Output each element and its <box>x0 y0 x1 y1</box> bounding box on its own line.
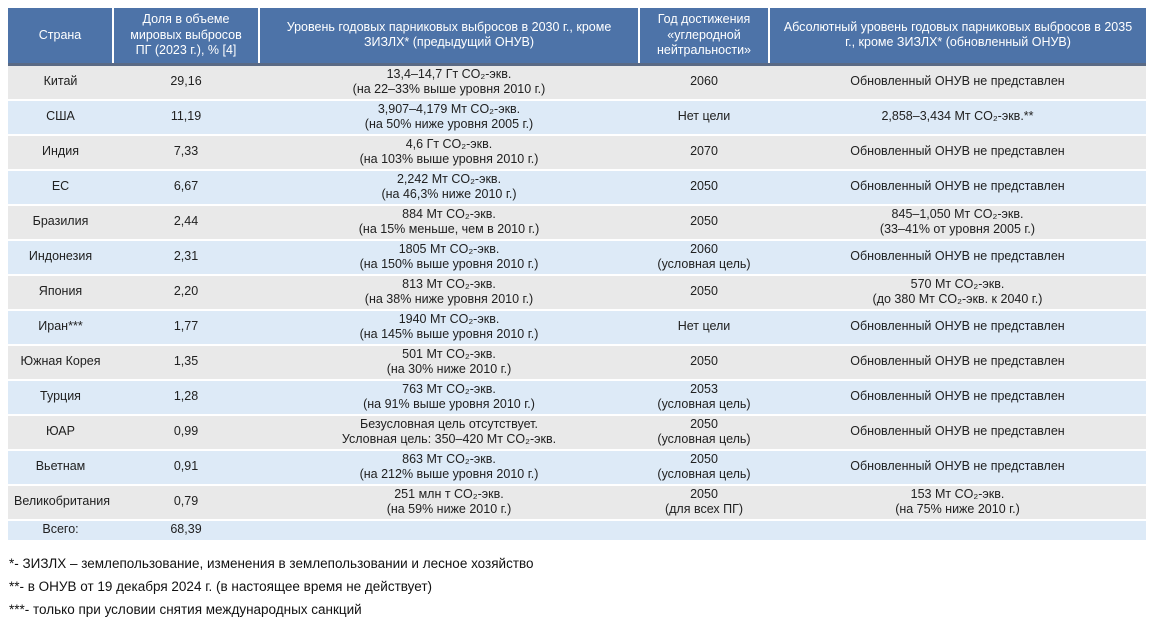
level-2030-cell: 2,242 Мт CO₂-экв. (на 46,3% ниже 2010 г.… <box>259 169 639 206</box>
footnote-sanctions: ***- только при условии снятия междунаро… <box>9 601 362 617</box>
share-cell: 6,67 <box>113 169 259 206</box>
share-cell: 0,91 <box>113 449 259 486</box>
level-2035-cell: Обновленный ОНУВ не представлен <box>769 64 1146 101</box>
table-row: Турция 1,28 763 Мт CO₂-экв. (на 91% выше… <box>8 379 1146 416</box>
level-2030-cell: 501 Мт CO₂-экв. (на 30% ниже 2010 г.) <box>259 344 639 381</box>
level-2030-cell: 1940 Мт CO₂-экв. (на 145% выше уровня 20… <box>259 309 639 346</box>
neutrality-year-cell: Нет цели <box>639 309 769 346</box>
neutrality-year-cell: 2050 (условная цель) <box>639 449 769 486</box>
level-2030-cell: 251 млн т CO₂-экв. (на 59% ниже 2010 г.) <box>259 484 639 521</box>
country-cell: Турция <box>8 379 113 416</box>
level-2030-cell: 3,907–4,179 Мт CO₂-экв. (на 50% ниже уро… <box>259 99 639 136</box>
country-cell: Южная Корея <box>8 344 113 381</box>
share-cell: 11,19 <box>113 99 259 136</box>
share-cell: 1,77 <box>113 309 259 346</box>
total-share-cell: 68,39 <box>113 519 259 542</box>
table-row: Индонезия 2,31 1805 Мт CO₂-экв. (на 150%… <box>8 239 1146 276</box>
country-cell: Великобритания <box>8 484 113 521</box>
country-cell: ЕС <box>8 169 113 206</box>
country-cell: Китай <box>8 64 113 101</box>
neutrality-year-cell: 2060 (условная цель) <box>639 239 769 276</box>
level-2035-cell: 845–1,050 Мт CO₂-экв. (33–41% от уровня … <box>769 204 1146 241</box>
neutrality-year-cell: 2070 <box>639 134 769 171</box>
neutrality-year-cell: 2050 <box>639 274 769 311</box>
level-2035-cell: Обновленный ОНУВ не представлен <box>769 344 1146 381</box>
emissions-table: Страна Доля в объеме мировых выбросов ПГ… <box>8 8 1146 542</box>
neutrality-year-cell: 2050 <box>639 204 769 241</box>
footnotes: *- ЗИЗЛХ – землепользование, изменения в… <box>8 556 1146 617</box>
level-2035-cell: Обновленный ОНУВ не представлен <box>769 414 1146 451</box>
level-2030-cell: 813 Мт CO₂-экв. (на 38% ниже уровня 2010… <box>259 274 639 311</box>
level-2035-cell: 153 Мт CO₂-экв. (на 75% ниже 2010 г.) <box>769 484 1146 521</box>
header-level-2030: Уровень годовых парниковых выбросов в 20… <box>259 8 640 66</box>
table-row: Япония 2,20 813 Мт CO₂-экв. (на 38% ниже… <box>8 274 1146 311</box>
share-cell: 0,99 <box>113 414 259 451</box>
country-cell: Иран*** <box>8 309 113 346</box>
neutrality-year-cell: 2053 (условная цель) <box>639 379 769 416</box>
neutrality-year-cell: 2050 (для всех ПГ) <box>639 484 769 521</box>
total-label-cell: Всего: <box>8 519 113 542</box>
table-row: ЮАР 0,99 Безусловная цель отсутствует. У… <box>8 414 1146 451</box>
table-row: Великобритания 0,79 251 млн т CO₂-экв. (… <box>8 484 1146 521</box>
header-country: Страна <box>8 8 114 66</box>
country-cell: Япония <box>8 274 113 311</box>
level-2035-cell: 2,858–3,434 Мт CO₂-экв.** <box>769 99 1146 136</box>
share-cell: 7,33 <box>113 134 259 171</box>
table-body: Китай 29,16 13,4–14,7 Гт CO₂-экв. (на 22… <box>8 64 1146 542</box>
share-cell: 29,16 <box>113 64 259 101</box>
level-2030-cell: 763 Мт CO₂-экв. (на 91% выше уровня 2010… <box>259 379 639 416</box>
neutrality-year-cell: Нет цели <box>639 99 769 136</box>
table-header: Страна Доля в объеме мировых выбросов ПГ… <box>8 8 1146 66</box>
country-cell: США <box>8 99 113 136</box>
table-row: Китай 29,16 13,4–14,7 Гт CO₂-экв. (на 22… <box>8 64 1146 101</box>
neutrality-year-cell: 2060 <box>639 64 769 101</box>
neutrality-year-cell: 2050 <box>639 169 769 206</box>
neutrality-year-cell: 2050 (условная цель) <box>639 414 769 451</box>
level-2035-cell: Обновленный ОНУВ не представлен <box>769 134 1146 171</box>
share-cell: 1,35 <box>113 344 259 381</box>
level-2035-cell: 570 Мт CO₂-экв. (до 380 Мт CO₂-экв. к 20… <box>769 274 1146 311</box>
table-row: США 11,19 3,907–4,179 Мт CO₂-экв. (на 50… <box>8 99 1146 136</box>
level-2030-cell: 1805 Мт CO₂-экв. (на 150% выше уровня 20… <box>259 239 639 276</box>
level-2030-cell: 863 Мт CO₂-экв. (на 212% выше уровня 201… <box>259 449 639 486</box>
country-cell: Вьетнам <box>8 449 113 486</box>
header-row: Страна Доля в объеме мировых выбросов ПГ… <box>8 8 1146 66</box>
header-level-2035: Абсолютный уровень годовых парниковых вы… <box>769 8 1146 66</box>
share-cell: 1,28 <box>113 379 259 416</box>
country-cell: Индия <box>8 134 113 171</box>
total-empty-cell <box>639 519 769 542</box>
level-2035-cell: Обновленный ОНУВ не представлен <box>769 449 1146 486</box>
table-row: ЕС 6,67 2,242 Мт CO₂-экв. (на 46,3% ниже… <box>8 169 1146 206</box>
total-empty-cell <box>769 519 1146 542</box>
level-2035-cell: Обновленный ОНУВ не представлен <box>769 309 1146 346</box>
table-row: Южная Корея 1,35 501 Мт CO₂-экв. (на 30%… <box>8 344 1146 381</box>
level-2030-cell: 13,4–14,7 Гт CO₂-экв. (на 22–33% выше ур… <box>259 64 639 101</box>
share-cell: 0,79 <box>113 484 259 521</box>
level-2035-cell: Обновленный ОНУВ не представлен <box>769 169 1146 206</box>
level-2035-cell: Обновленный ОНУВ не представлен <box>769 239 1146 276</box>
footnote-ziizlh: *- ЗИЗЛХ – землепользование, изменения в… <box>9 555 534 571</box>
neutrality-year-cell: 2050 <box>639 344 769 381</box>
total-empty-cell <box>259 519 639 542</box>
country-cell: ЮАР <box>8 414 113 451</box>
total-row: Всего: 68,39 <box>8 519 1146 542</box>
header-neutrality-year: Год достижения «углеродной нейтральности… <box>639 8 770 66</box>
country-cell: Индонезия <box>8 239 113 276</box>
table-row: Индия 7,33 4,6 Гт CO₂-экв. (на 103% выше… <box>8 134 1146 171</box>
level-2030-cell: 884 Мт CO₂-экв. (на 15% меньше, чем в 20… <box>259 204 639 241</box>
level-2035-cell: Обновленный ОНУВ не представлен <box>769 379 1146 416</box>
country-cell: Бразилия <box>8 204 113 241</box>
footnote-onuv-date: **- в ОНУВ от 19 декабря 2024 г. (в наст… <box>9 578 432 594</box>
level-2030-cell: Безусловная цель отсутствует. Условная ц… <box>259 414 639 451</box>
table-row: Вьетнам 0,91 863 Мт CO₂-экв. (на 212% вы… <box>8 449 1146 486</box>
share-cell: 2,31 <box>113 239 259 276</box>
share-cell: 2,44 <box>113 204 259 241</box>
level-2030-cell: 4,6 Гт CO₂-экв. (на 103% выше уровня 201… <box>259 134 639 171</box>
share-cell: 2,20 <box>113 274 259 311</box>
table-row: Бразилия 2,44 884 Мт CO₂-экв. (на 15% ме… <box>8 204 1146 241</box>
header-share: Доля в объеме мировых выбросов ПГ (2023 … <box>113 8 260 66</box>
table-row: Иран*** 1,77 1940 Мт CO₂-экв. (на 145% в… <box>8 309 1146 346</box>
